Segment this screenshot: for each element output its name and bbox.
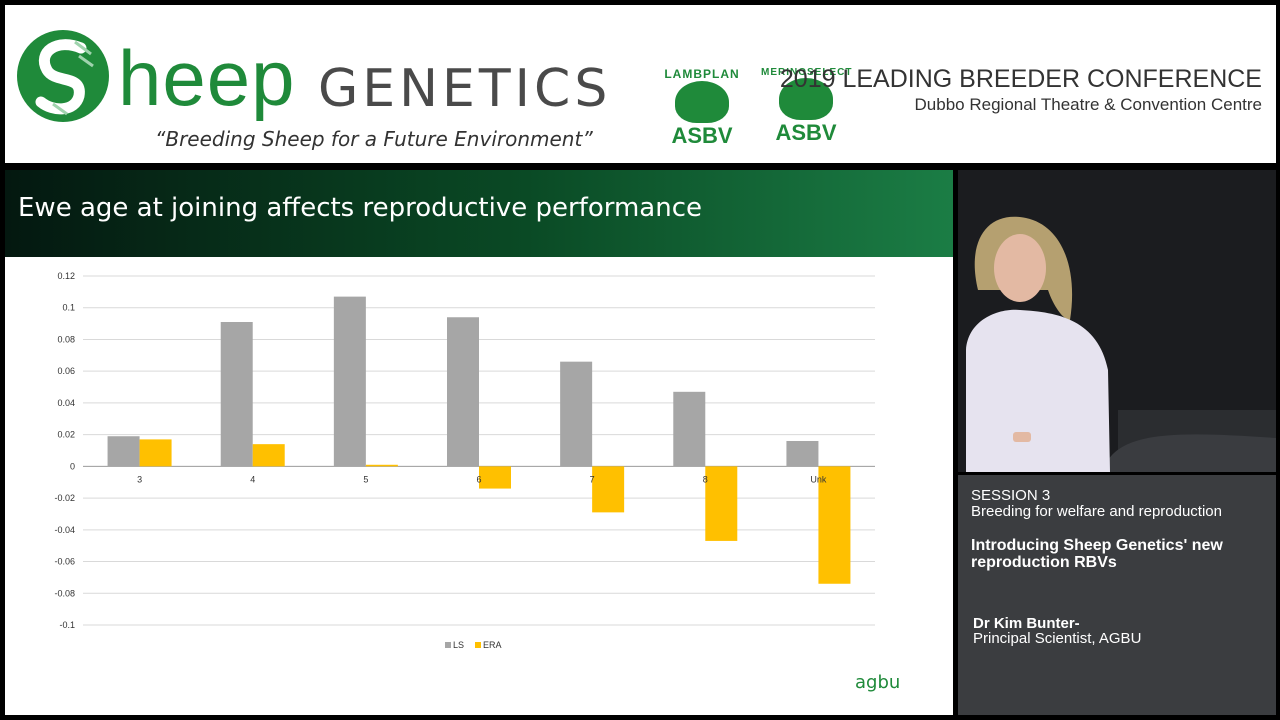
- slide-header: Ewe age at joining affects reproductive …: [5, 170, 953, 257]
- speaker-role: Principal Scientist, AGBU: [973, 630, 1142, 647]
- legend-label-era: ERA: [483, 640, 502, 650]
- y-tick-label: -0.04: [54, 525, 75, 535]
- brand-heep: heep: [118, 34, 296, 122]
- conference-venue: Dubbo Regional Theatre & Convention Cent…: [914, 95, 1262, 114]
- x-tick-label: Unk: [810, 474, 827, 484]
- x-tick-label: 7: [590, 474, 595, 484]
- bar-ls: [560, 361, 593, 467]
- y-tick-label: -0.1: [59, 620, 75, 630]
- speaker-video: [958, 170, 1276, 472]
- legend-swatch-era: [475, 642, 481, 648]
- lambplan-asbv: ASBV: [671, 123, 733, 148]
- merinoselect-badge: MERINOSELECT ASBV: [761, 67, 851, 159]
- bar-era: [705, 466, 738, 541]
- y-tick-label: -0.08: [54, 588, 75, 598]
- bar-ls: [220, 322, 253, 467]
- legend-label-ls: LS: [453, 640, 464, 650]
- slide-title: Ewe age at joining affects reproductive …: [18, 193, 702, 223]
- session-topic: Breeding for welfare and reproduction: [971, 503, 1222, 520]
- y-tick-label: -0.02: [54, 493, 75, 503]
- conference-title: 2019 LEADING BREEDER CONFERENCE: [779, 65, 1262, 93]
- bar-ls: [447, 317, 479, 467]
- lamb-icon: [675, 81, 729, 123]
- bar-ls: [673, 391, 706, 467]
- x-tick-label: 5: [363, 474, 368, 484]
- brand-tagline: “Breeding Sheep for a Future Environment…: [155, 127, 593, 151]
- lambplan-arc-text: LAMBPLAN: [664, 67, 740, 81]
- y-tick-label: 0: [70, 461, 75, 471]
- bar-era: [818, 466, 851, 584]
- bar-ls: [333, 296, 366, 467]
- merinoselect-asbv: ASBV: [775, 120, 837, 145]
- presentation-slide: Ewe age at joining affects reproductive …: [5, 170, 953, 715]
- y-tick-label: 0.12: [57, 271, 75, 281]
- y-tick-label: 0.1: [62, 303, 75, 313]
- bar-era: [252, 444, 285, 467]
- session-number: SESSION 3: [971, 487, 1051, 504]
- bar-era: [365, 464, 398, 467]
- talk-title: Introducing Sheep Genetics' new reproduc…: [971, 537, 1223, 571]
- speaker-name: Dr Kim Bunter-: [973, 615, 1080, 632]
- sheep-genetics-logo: [17, 30, 109, 122]
- bar-chart: 0.12 0.1 0.08 0.06 0.04 0.02 0 -0.02 -0.04 -0.06 -…: [54, 271, 875, 650]
- y-tick-label: 0.04: [57, 398, 75, 408]
- x-tick-label: 4: [250, 474, 255, 484]
- bar-era: [479, 466, 511, 489]
- x-tick-label: 8: [703, 474, 708, 484]
- bar-ls: [786, 440, 819, 467]
- ram-icon: [779, 78, 833, 120]
- lambplan-badge: LAMBPLAN ASBV: [657, 67, 747, 159]
- y-tick-label: 0.06: [57, 366, 75, 376]
- bar-ls: [107, 436, 140, 467]
- conference-banner: heep GENETICS “Breeding Sheep for a Futu…: [5, 5, 1276, 163]
- session-info-panel: SESSION 3 Breeding for welfare and repro…: [958, 475, 1276, 715]
- brand-genetics: GENETICS: [318, 59, 612, 119]
- y-tick-label: 0.02: [57, 430, 75, 440]
- x-tick-label: 6: [476, 474, 481, 484]
- y-tick-label: -0.06: [54, 557, 75, 567]
- merinoselect-arc-text: MERINOSELECT: [761, 67, 853, 78]
- x-tick-label: 3: [137, 474, 142, 484]
- bar-era: [592, 466, 625, 513]
- agbu-logo: agbu: [855, 672, 901, 693]
- bar-era: [139, 439, 172, 467]
- y-tick-label: 0.08: [57, 334, 75, 344]
- legend-swatch-ls: [445, 642, 451, 648]
